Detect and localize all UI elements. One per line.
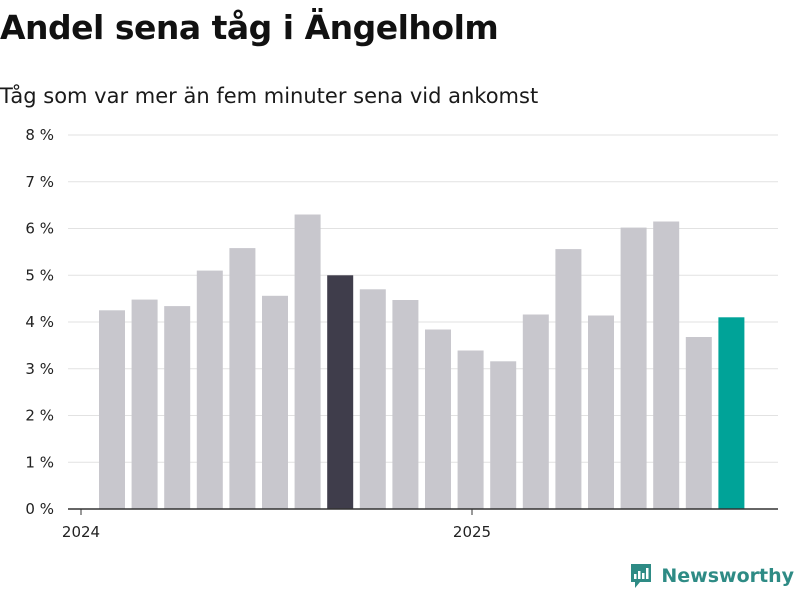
bar bbox=[131, 299, 158, 509]
bar bbox=[588, 315, 614, 509]
chart-subtitle: Tåg som var mer än fem minuter sena vid … bbox=[0, 84, 539, 108]
y-tick-label: 4 % bbox=[25, 313, 54, 331]
chart-title: Andel sena tåg i Ängelholm bbox=[0, 8, 499, 47]
bar bbox=[392, 300, 419, 509]
bar bbox=[555, 249, 582, 509]
bar bbox=[685, 337, 712, 509]
bar bbox=[457, 350, 484, 509]
bar bbox=[327, 275, 354, 510]
x-tick-label: 2025 bbox=[453, 523, 491, 541]
y-axis-ticks: 0 % 1 % 2 % 3 % 4 % 5 % 6 % 7 % 8 % bbox=[25, 126, 54, 518]
y-tick-label: 0 % bbox=[25, 500, 54, 518]
y-tick-label: 5 % bbox=[25, 266, 54, 284]
bars bbox=[99, 214, 745, 510]
bar bbox=[294, 214, 321, 509]
bar bbox=[164, 306, 191, 509]
y-tick-label: 7 % bbox=[25, 173, 54, 191]
newsworthy-brand: Newsworthy bbox=[629, 562, 794, 590]
bar bbox=[359, 289, 386, 509]
x-axis: 2024 2025 bbox=[62, 508, 778, 541]
y-tick-label: 2 % bbox=[25, 407, 54, 425]
newsworthy-logo-icon bbox=[631, 564, 652, 588]
bar bbox=[229, 248, 256, 509]
bar bbox=[718, 317, 745, 509]
y-tick-label: 3 % bbox=[25, 360, 54, 378]
bar bbox=[490, 361, 517, 509]
y-tick-label: 6 % bbox=[25, 220, 54, 238]
y-tick-label: 1 % bbox=[25, 453, 54, 471]
y-tick-label: 8 % bbox=[25, 126, 54, 144]
bar bbox=[425, 329, 451, 509]
bar bbox=[620, 227, 647, 509]
brand-name: Newsworthy bbox=[661, 565, 794, 587]
bar-chart: 0 % 1 % 2 % 3 % 4 % 5 % 6 % 7 % 8 % 2024 2025 bbox=[25, 126, 778, 541]
bar bbox=[99, 310, 125, 509]
bar bbox=[522, 314, 549, 509]
x-tick-label: 2024 bbox=[62, 523, 100, 541]
bar bbox=[262, 295, 288, 509]
bar bbox=[196, 270, 223, 509]
bar bbox=[653, 221, 680, 509]
